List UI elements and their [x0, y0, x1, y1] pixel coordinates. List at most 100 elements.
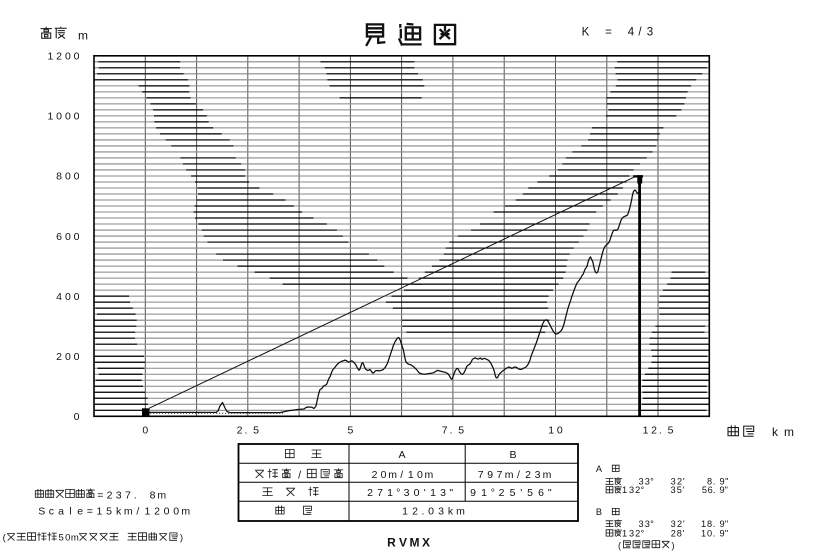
svg-text:.: .: [422, 506, 425, 518]
svg-text:1: 1: [548, 425, 554, 437]
svg-text:": ": [725, 519, 728, 529]
svg-text:0: 0: [428, 506, 434, 518]
svg-text:0: 0: [557, 425, 563, 437]
svg-text:": ": [725, 485, 728, 495]
svg-text:5: 5: [702, 485, 707, 495]
svg-text:1: 1: [622, 528, 627, 538]
svg-text:7: 7: [478, 469, 484, 481]
svg-text:1: 1: [402, 506, 408, 518]
svg-text:2: 2: [677, 477, 682, 487]
svg-text:5: 5: [59, 533, 64, 544]
svg-text:A: A: [398, 449, 405, 461]
svg-text:3: 3: [671, 477, 676, 487]
svg-text:": ": [725, 528, 728, 538]
svg-text:2: 2: [56, 351, 62, 363]
svg-text:°: °: [641, 485, 645, 495]
svg-text:": ": [449, 487, 453, 499]
svg-text:2: 2: [671, 528, 676, 538]
svg-text:0: 0: [74, 411, 80, 423]
svg-text:': ': [683, 477, 685, 487]
svg-text:2: 2: [651, 425, 657, 437]
svg-text:m: m: [505, 469, 514, 481]
svg-text:.: .: [713, 477, 716, 487]
svg-text:/: /: [400, 469, 403, 481]
svg-text:1: 1: [430, 487, 436, 499]
svg-text:=: =: [87, 506, 93, 518]
svg-text:M: M: [410, 536, 420, 550]
svg-text:1: 1: [96, 506, 102, 518]
svg-text:3: 3: [671, 519, 676, 529]
svg-text:5: 5: [106, 506, 112, 518]
svg-text:): ): [180, 533, 183, 544]
svg-text:m: m: [78, 29, 88, 43]
svg-text:3: 3: [116, 489, 122, 501]
svg-text:a: a: [58, 506, 64, 518]
svg-text:9: 9: [720, 528, 725, 538]
svg-text:1: 1: [144, 506, 150, 518]
svg-text:1: 1: [408, 469, 414, 481]
svg-text:m: m: [784, 425, 794, 439]
svg-text:0: 0: [707, 528, 712, 538]
svg-text:m: m: [71, 533, 79, 544]
svg-text:°: °: [650, 519, 654, 529]
svg-text:0: 0: [65, 51, 71, 63]
svg-text:.: .: [659, 425, 662, 437]
svg-text:2: 2: [56, 51, 62, 63]
svg-text:3: 3: [404, 487, 410, 499]
svg-text:3: 3: [645, 519, 650, 529]
svg-text:m: m: [543, 469, 552, 481]
svg-text:5: 5: [510, 487, 516, 499]
svg-text:e: e: [77, 506, 83, 518]
svg-text:=: =: [605, 27, 612, 39]
svg-text:m: m: [157, 489, 166, 501]
svg-text:2: 2: [635, 528, 640, 538]
svg-text:V: V: [399, 536, 407, 550]
svg-text:': ': [683, 528, 685, 538]
svg-text:l: l: [69, 506, 71, 518]
svg-text:2: 2: [154, 506, 160, 518]
svg-text:m: m: [388, 469, 397, 481]
svg-text:k: k: [448, 506, 454, 518]
svg-text:0: 0: [74, 351, 80, 363]
svg-text:7: 7: [497, 469, 503, 481]
svg-text:A: A: [596, 464, 603, 474]
svg-text:.: .: [713, 485, 716, 495]
svg-text:0: 0: [65, 351, 71, 363]
svg-text:0: 0: [173, 506, 179, 518]
svg-text:/: /: [136, 506, 139, 518]
svg-text:0: 0: [65, 291, 71, 303]
svg-text:.: .: [134, 489, 137, 501]
svg-text:8: 8: [150, 489, 156, 501]
svg-text:0: 0: [381, 469, 387, 481]
svg-text:=: =: [97, 489, 103, 501]
svg-text:m: m: [456, 506, 465, 518]
svg-text:°: °: [650, 477, 654, 487]
svg-text:.: .: [713, 519, 716, 529]
svg-text:5: 5: [677, 485, 682, 495]
svg-text:k: k: [772, 425, 779, 439]
svg-text:/: /: [638, 27, 642, 39]
svg-text:5: 5: [347, 425, 353, 437]
svg-text:3: 3: [638, 519, 643, 529]
svg-text:2: 2: [677, 519, 682, 529]
svg-text:8: 8: [707, 519, 712, 529]
svg-text:0: 0: [74, 51, 80, 63]
svg-text:/: /: [298, 470, 302, 482]
svg-text:9: 9: [720, 519, 725, 529]
svg-text:': ': [520, 487, 522, 499]
svg-text:.: .: [244, 425, 247, 437]
svg-text:°: °: [491, 487, 495, 499]
svg-text:K: K: [582, 27, 590, 39]
svg-text:9: 9: [487, 469, 493, 481]
svg-text:2: 2: [372, 469, 378, 481]
svg-text:5: 5: [527, 487, 533, 499]
svg-text:0: 0: [74, 231, 80, 243]
svg-text:1: 1: [481, 487, 487, 499]
svg-text:1: 1: [47, 111, 53, 123]
svg-text:5: 5: [458, 425, 464, 437]
svg-text:(: (: [3, 533, 7, 544]
svg-text:1: 1: [622, 485, 627, 495]
svg-text:3: 3: [647, 27, 653, 39]
svg-text:.: .: [450, 425, 453, 437]
svg-text:k: k: [116, 506, 122, 518]
